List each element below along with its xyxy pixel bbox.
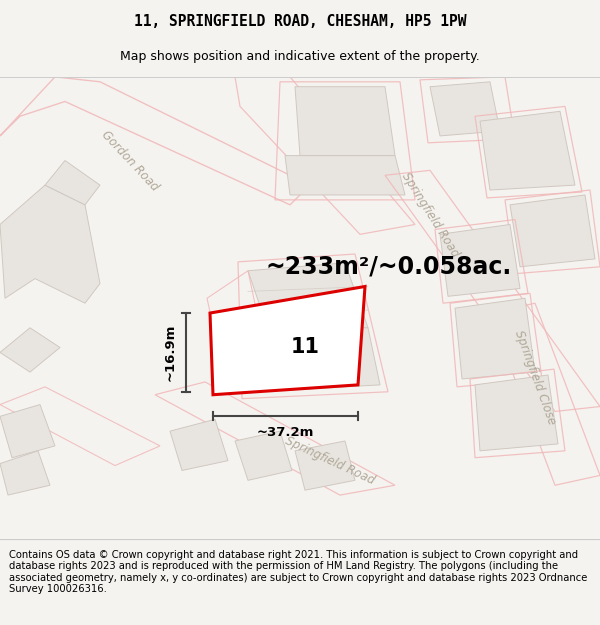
Text: 11, SPRINGFIELD ROAD, CHESHAM, HP5 1PW: 11, SPRINGFIELD ROAD, CHESHAM, HP5 1PW: [134, 14, 466, 29]
Polygon shape: [430, 82, 500, 136]
Polygon shape: [170, 419, 228, 471]
Polygon shape: [0, 328, 60, 372]
Polygon shape: [0, 404, 55, 458]
Text: ~16.9m: ~16.9m: [163, 324, 176, 381]
Polygon shape: [45, 161, 100, 205]
Polygon shape: [0, 451, 50, 495]
Polygon shape: [480, 111, 575, 190]
Text: Gordon Road: Gordon Road: [99, 127, 161, 193]
Polygon shape: [0, 185, 100, 303]
Polygon shape: [235, 431, 292, 481]
Text: Springfield Road: Springfield Road: [398, 170, 461, 259]
Text: Map shows position and indicative extent of the property.: Map shows position and indicative extent…: [120, 51, 480, 63]
Text: Springfield Close: Springfield Close: [512, 328, 558, 426]
Polygon shape: [210, 286, 365, 395]
Polygon shape: [295, 441, 355, 490]
Text: ~37.2m: ~37.2m: [257, 426, 314, 439]
Polygon shape: [248, 263, 368, 336]
Text: 11: 11: [290, 338, 320, 357]
Polygon shape: [510, 195, 595, 267]
Text: Contains OS data © Crown copyright and database right 2021. This information is : Contains OS data © Crown copyright and d…: [9, 549, 587, 594]
Polygon shape: [248, 328, 380, 392]
Polygon shape: [295, 87, 395, 156]
Text: Springfield Road: Springfield Road: [283, 434, 377, 487]
Polygon shape: [475, 375, 558, 451]
Text: ~233m²/~0.058ac.: ~233m²/~0.058ac.: [265, 255, 511, 279]
Polygon shape: [285, 156, 405, 195]
Polygon shape: [440, 224, 520, 296]
Polygon shape: [455, 298, 535, 379]
